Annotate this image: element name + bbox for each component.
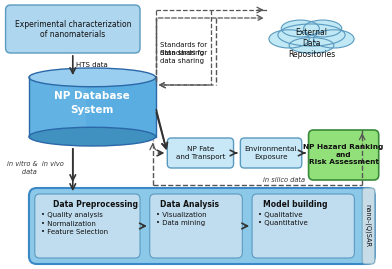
- Ellipse shape: [314, 30, 354, 48]
- Text: nano-(Q)SAR: nano-(Q)SAR: [365, 204, 371, 247]
- Text: NP Database
System: NP Database System: [54, 91, 130, 115]
- Bar: [29, 77, 156, 137]
- Text: in silico data: in silico data: [263, 177, 305, 183]
- Ellipse shape: [304, 20, 342, 37]
- FancyBboxPatch shape: [167, 138, 234, 168]
- FancyBboxPatch shape: [150, 194, 242, 258]
- FancyBboxPatch shape: [362, 188, 375, 264]
- Text: NP Hazard Ranking
and
Risk Assessment: NP Hazard Ranking and Risk Assessment: [303, 144, 384, 165]
- FancyBboxPatch shape: [29, 188, 375, 264]
- Text: HTS data: HTS data: [76, 62, 107, 68]
- Ellipse shape: [29, 68, 156, 87]
- Text: Experimental characterization: Experimental characterization: [15, 20, 131, 29]
- Text: • Visualization
• Data mining: • Visualization • Data mining: [156, 212, 206, 226]
- Ellipse shape: [29, 127, 156, 146]
- Text: Data Analysis: Data Analysis: [160, 200, 220, 209]
- Text: of nanomaterials: of nanomaterials: [40, 30, 105, 39]
- Text: • Qualitative
• Quantitative: • Qualitative • Quantitative: [258, 212, 308, 226]
- FancyBboxPatch shape: [309, 130, 379, 180]
- Text: Standards for
data sharing: Standards for data sharing: [160, 50, 207, 63]
- FancyBboxPatch shape: [5, 5, 140, 53]
- FancyBboxPatch shape: [240, 138, 302, 168]
- Text: in vitro &  in vivo
       data: in vitro & in vivo data: [7, 161, 63, 175]
- FancyBboxPatch shape: [35, 194, 140, 258]
- Text: Environmental
Exposure: Environmental Exposure: [244, 146, 297, 160]
- Bar: [29, 77, 86, 137]
- Ellipse shape: [281, 20, 319, 37]
- Text: External
Data
Repositories: External Data Repositories: [288, 28, 335, 59]
- Text: • Quality analysis
• Normalization
• Feature Selection: • Quality analysis • Normalization • Fea…: [41, 212, 108, 235]
- Text: Standards for
data sharing: Standards for data sharing: [160, 42, 207, 55]
- Ellipse shape: [269, 30, 309, 48]
- Text: Data Preprocessing: Data Preprocessing: [53, 200, 138, 209]
- Ellipse shape: [289, 38, 334, 53]
- FancyBboxPatch shape: [252, 194, 354, 258]
- Text: Model building: Model building: [263, 200, 327, 209]
- Ellipse shape: [278, 24, 345, 46]
- Text: NP Fate
and Transport: NP Fate and Transport: [176, 146, 225, 160]
